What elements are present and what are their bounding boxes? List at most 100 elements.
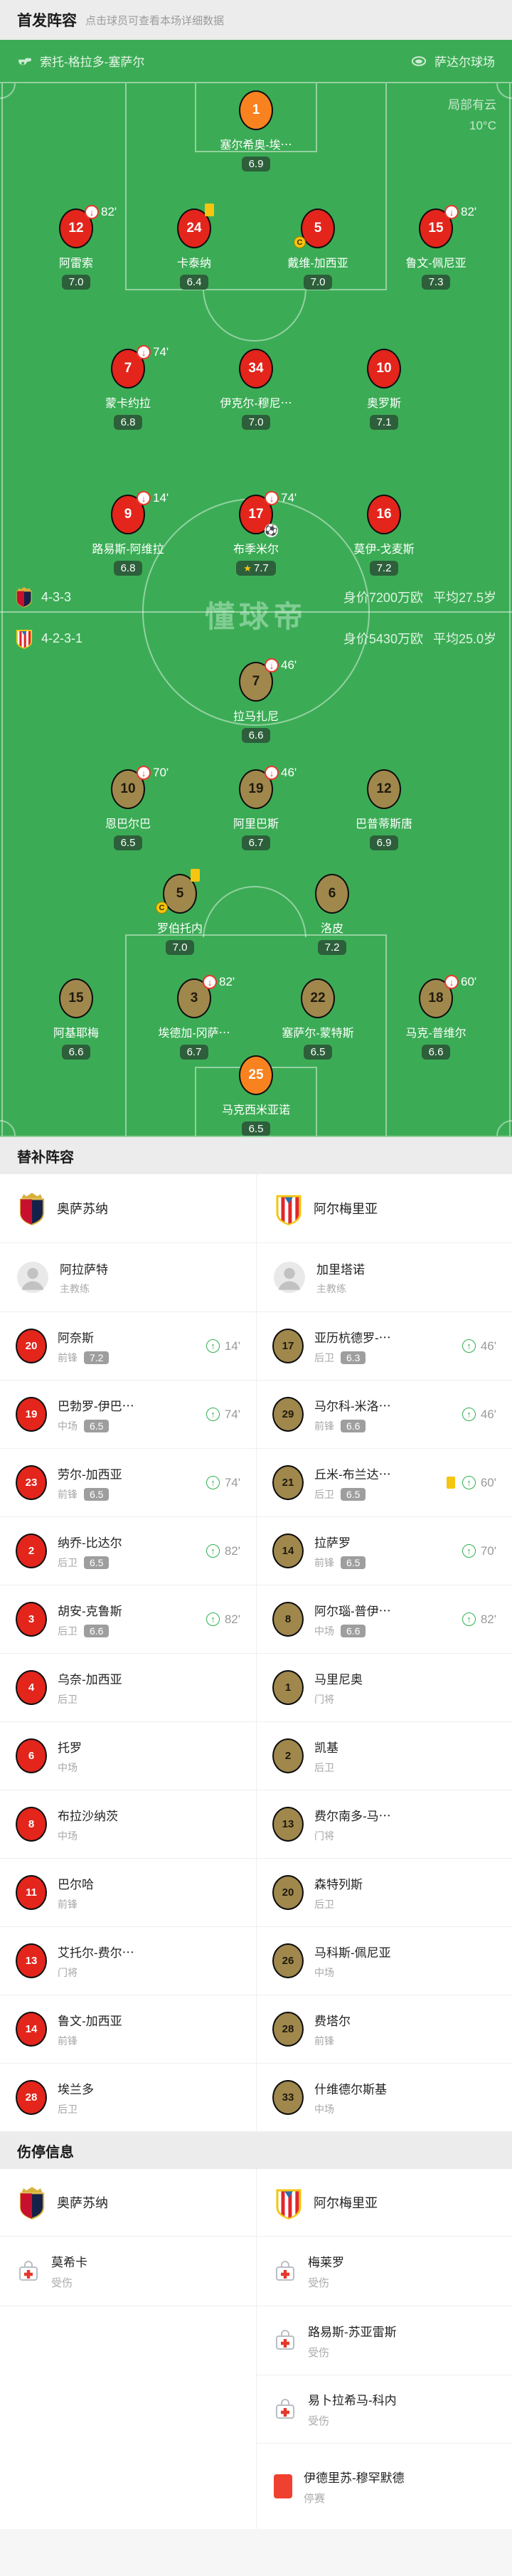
injury-row[interactable]: 路易斯-苏亚雷斯 受伤 <box>256 2306 512 2375</box>
player-jersey: 15 <box>59 978 93 1018</box>
substitute-row[interactable]: 14 拉萨罗 前锋 6.5 ↑ 70' <box>256 1517 512 1585</box>
substitute-row[interactable]: 21 丘米-布兰达⋯ 后卫 6.5 ↑ 60' <box>256 1449 512 1517</box>
rating-value: 7.2 <box>376 562 392 574</box>
injury-info: 易卜拉希马-科内 受伤 <box>308 2390 397 2428</box>
injuries-title: 伤停信息 <box>17 2144 74 2160</box>
sub-info: 阿奈斯 前锋 7.2 <box>58 1328 110 1365</box>
pitch-player-home[interactable]: 1 塞尔希奥-埃⋯ 6.9 <box>203 90 309 171</box>
substitute-row[interactable]: 8 布拉沙纳茨 中场 <box>0 1790 256 1859</box>
substitute-row[interactable]: 28 埃兰多 后卫 <box>0 2064 256 2132</box>
sub-info: 艾托尔-费尔⋯ 门将 <box>58 1943 134 1980</box>
pitch-player-home[interactable]: 17 ↓ 74' ⚽ 布季米尔 ★ 7.7 <box>203 491 309 576</box>
substitute-row[interactable]: 3 胡安-克鲁斯 后卫 6.6 ↑ 82' <box>0 1585 256 1654</box>
sub-on-minute: 46' <box>480 1339 496 1353</box>
away-market-value: 身价5430万欧 <box>343 632 423 646</box>
pitch-player-away[interactable]: 3 ↓ 82' 埃德加-冈萨⋯ 6.7 <box>141 975 247 1060</box>
substitute-row[interactable]: 26 马科斯-佩尼亚 中场 <box>256 1927 512 1995</box>
home-team-crest <box>16 586 32 608</box>
venue-name: 萨达尔球场 <box>434 56 495 69</box>
sub-on-icon: ↑ <box>206 1408 220 1421</box>
weather-temperature: 10°C <box>469 119 496 132</box>
sub-number: 8 <box>28 1818 35 1830</box>
substitute-row[interactable]: 29 马尔科-米洛⋯ 前锋 6.6 ↑ 46' <box>256 1381 512 1449</box>
substitute-row[interactable]: 23 劳尔-加西亚 前锋 6.5 ↑ 74' <box>0 1449 256 1517</box>
injury-row[interactable]: 梅莱罗 受伤 <box>256 2237 512 2306</box>
pitch-player-away[interactable]: 18 ↓ 60' 马克-普维尔 6.6 <box>383 975 489 1060</box>
pitch-player-home[interactable]: 7 ↓ 74' 蒙卡约拉 6.8 <box>75 345 181 430</box>
substitute-row[interactable]: 33 什维德尔斯基 中场 <box>256 2064 512 2132</box>
pitch-player-away[interactable]: 25 马克西米亚诺 6.5 <box>203 1055 309 1136</box>
substitute-row[interactable]: 1 马里尼奥 门将 <box>256 1654 512 1722</box>
substitute-row[interactable]: 2 凯基 后卫 <box>256 1722 512 1790</box>
pitch-player-away[interactable]: 7 ↓ 46' 拉马扎尼 6.6 <box>203 658 309 743</box>
sub-name: 巴尔哈 <box>58 1877 94 1891</box>
substitute-row[interactable]: 20 阿奈斯 前锋 7.2 ↑ 14' <box>0 1312 256 1381</box>
substitute-row[interactable]: 19 巴勃罗-伊巴⋯ 中场 6.5 ↑ 74' <box>0 1381 256 1449</box>
sub-off-icon: ↓ <box>265 658 279 672</box>
pitch-player-away[interactable]: 19 ↓ 46' 阿里巴斯 6.7 <box>203 766 309 850</box>
substitute-row[interactable]: 14 鲁文-加西亚 前锋 <box>0 1995 256 2064</box>
injury-info: 梅莱罗 受伤 <box>308 2252 344 2290</box>
player-rating: 7.2 <box>317 940 347 955</box>
sub-on-icon: ↑ <box>206 1612 220 1626</box>
injury-row[interactable]: 莫希卡 受伤 <box>0 2237 256 2306</box>
player-name: 马克-普维尔 <box>405 1028 466 1040</box>
sub-jersey: 19 <box>16 1397 47 1432</box>
coach-home[interactable]: 阿拉萨特 主教练 <box>0 1243 256 1312</box>
player-rating: 7.1 <box>369 415 399 430</box>
substitute-row[interactable]: 8 阿尔瑙-普伊⋯ 中场 6.6 ↑ 82' <box>256 1585 512 1654</box>
pitch-player-away[interactable]: 10 ↓ 70' 恩巴尔巴 6.5 <box>75 766 181 850</box>
substitute-row[interactable]: 28 费塔尔 前锋 <box>256 1995 512 2064</box>
rating-value: 6.7 <box>248 837 264 849</box>
away-team-name: 阿尔梅里亚 <box>314 2196 378 2210</box>
captain-icon: C <box>294 236 306 248</box>
substitute-row[interactable]: 13 艾托尔-费尔⋯ 门将 <box>0 1927 256 1995</box>
substitute-row[interactable]: 17 亚历杭德罗-⋯ 后卫 6.3 ↑ 46' <box>256 1312 512 1381</box>
pitch-player-away[interactable]: 15 阿基耶梅 6.6 <box>23 978 129 1060</box>
injury-row[interactable]: 易卜拉希马-科内 受伤 <box>256 2375 512 2444</box>
sub-off-icon: ↓ <box>137 491 151 505</box>
coach-away[interactable]: 加里塔诺 主教练 <box>256 1243 512 1312</box>
pitch-player-home[interactable]: 5 C 戴维-加西亚 7.0 <box>265 208 371 290</box>
sub-number: 14 <box>25 2023 38 2035</box>
sub-rating-badge: 6.5 <box>341 1556 366 1569</box>
substitute-row[interactable]: 20 森特列斯 后卫 <box>256 1859 512 1927</box>
corner-arc <box>496 1120 512 1136</box>
pitch-player-home[interactable]: 16 莫伊-戈麦斯 7.2 <box>331 495 437 576</box>
sub-on-group: ↑ 74' <box>206 1476 240 1490</box>
captain-icon: C <box>156 902 168 914</box>
pitch-player-away[interactable]: 12 巴普蒂斯唐 6.9 <box>331 769 437 850</box>
player-jersey: 34 <box>239 349 273 389</box>
medical-bag-icon <box>276 2398 294 2419</box>
substitute-row[interactable]: 4 乌奈-加西亚 后卫 <box>0 1654 256 1722</box>
sub-off-minute: 74' <box>281 491 297 505</box>
player-number: 7 <box>252 674 260 689</box>
match-info-bar: 索托-格拉多-塞萨尔 萨达尔球场 <box>0 40 512 82</box>
pitch-player-away[interactable]: 22 塞萨尔-蒙特斯 6.5 <box>265 978 371 1060</box>
pitch-player-home[interactable]: 34 伊克尔-穆尼⋯ 7.0 <box>203 349 309 430</box>
sub-info: 巴勃罗-伊巴⋯ 中场 6.5 <box>58 1396 134 1433</box>
pitch-player-away[interactable]: 5 C 罗伯托内 7.0 <box>127 869 233 955</box>
page-title: 首发阵容 <box>17 13 77 29</box>
pitch-player-home[interactable]: 12 ↓ 82' 阿雷索 7.0 <box>23 205 129 290</box>
injury-row[interactable]: 伊德里苏-穆罕默德 停赛 <box>256 2444 512 2529</box>
pitch-player-home[interactable]: 15 ↓ 82' 鲁文-佩尼亚 7.3 <box>383 205 489 290</box>
rating-value: 6.8 <box>120 416 136 428</box>
sub-position: 前锋 <box>58 1488 78 1500</box>
sub-jersey: 28 <box>272 2012 304 2047</box>
player-number: 9 <box>124 507 132 522</box>
pitch-player-home[interactable]: 10 奥罗斯 7.1 <box>331 349 437 430</box>
rating-value: 7.1 <box>376 416 392 428</box>
substitute-row[interactable]: 13 费尔南多-马⋯ 门将 <box>256 1790 512 1859</box>
player-rating: 7.3 <box>421 275 451 290</box>
pitch-player-home[interactable]: 9 ↓ 14' 路易斯-阿维拉 6.8 <box>75 491 181 576</box>
pitch-player-away[interactable]: 6 洛皮 7.2 <box>279 874 385 955</box>
sub-info: 胡安-克鲁斯 后卫 6.6 <box>58 1601 122 1638</box>
sub-rating-badge: 6.3 <box>341 1351 366 1364</box>
sub-name: 乌奈-加西亚 <box>58 1672 122 1686</box>
substitute-row[interactable]: 11 巴尔哈 前锋 <box>0 1859 256 1927</box>
substitute-row[interactable]: 6 托罗 中场 <box>0 1722 256 1790</box>
pitch-player-home[interactable]: 24 卡泰纳 6.4 <box>141 204 247 290</box>
sub-on-minute: 82' <box>480 1612 496 1626</box>
substitute-row[interactable]: 2 纳乔-比达尔 后卫 6.5 ↑ 82' <box>0 1517 256 1585</box>
